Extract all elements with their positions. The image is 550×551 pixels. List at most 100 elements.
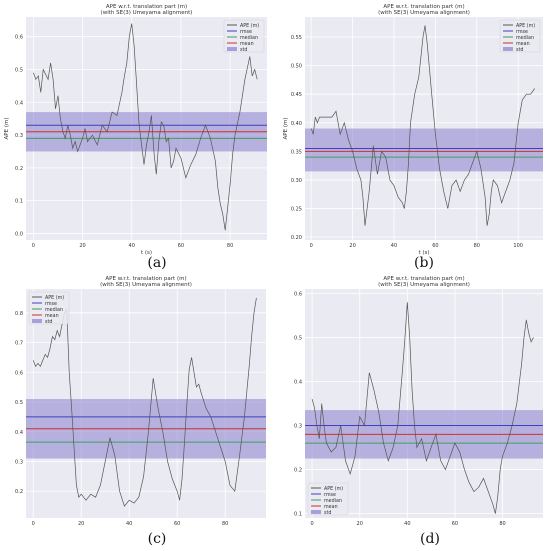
chart-a-legend-box	[223, 19, 265, 53]
chart-c-xtick-label-3: 60	[174, 521, 180, 527]
chart-a-xtick-label-4: 80	[227, 243, 233, 249]
caption-a: (a)	[147, 255, 167, 271]
chart-b-xtick-label-1: 20	[349, 243, 355, 249]
chart-a-xlabel: t (s)	[141, 250, 152, 255]
chart-a-xtick-label-1: 20	[79, 243, 85, 249]
chart-c-xtick-label-1: 20	[78, 521, 84, 527]
chart-c-ape-series-line	[32, 297, 257, 507]
chart-b-subtitle: (with SE(3) Umeyama alignment)	[378, 10, 470, 16]
chart-d-legend-label-3: mean	[324, 505, 338, 510]
chart-b-ytick-label-2: 0.30	[291, 178, 302, 184]
chart-a-title: APE w.r.t. translation part (m)	[106, 4, 187, 10]
chart-d-legend-swatch-4	[311, 510, 321, 514]
chart-a-legend-label-4: std	[240, 47, 247, 53]
chart-c-legend-box	[28, 291, 70, 325]
chart-b-ytick-label-4: 0.40	[291, 121, 302, 127]
chart-a-ylabel: APE (m)	[4, 118, 10, 140]
chart-c-title: APE w.r.t. translation part (m)	[105, 276, 186, 282]
chart-a-svg: 0.0 0.1 0.2 0.3 0.4 0.5 0.6 0 20 40 60 80 t (s) APE (…	[4, 4, 267, 255]
chart-b-xtick-label-4: 80	[474, 243, 480, 249]
chart-a-xtick-label-0: 0	[32, 243, 35, 249]
chart-a-ytick-label-4: 0.4	[15, 100, 23, 106]
chart-b-ytick-label-5: 0.45	[291, 92, 302, 98]
chart-c-ytick-label-0: 0.2	[15, 489, 23, 495]
chart-c-xtick-label-0: 0	[32, 521, 35, 527]
chart-a-xtick-label-3: 60	[178, 243, 184, 249]
chart-b-legend-box	[499, 19, 541, 53]
chart-d-ytick-label-1: 0.2	[294, 468, 302, 474]
chart-b-xtick-label-0: 0	[310, 243, 313, 249]
chart-d-legend-label-4: std	[324, 510, 331, 516]
chart-b-ylabel: APE (m)	[283, 118, 289, 140]
chart-c-ytick-label-1: 0.3	[15, 459, 23, 465]
chart-panel-b: 0.20 0.25 0.30 0.35 0.40 0.45 0.50 0.55 0 20 40 60 8…	[275, 0, 550, 255]
chart-c-legend-label-1: rmse	[45, 301, 57, 307]
chart-d-legend-label-1: rmse	[324, 492, 336, 498]
chart-d-ytick-label-0: 0.1	[294, 512, 302, 518]
caption-d: (d)	[420, 531, 440, 547]
chart-c-svg: 0.20.30.40.50.60.70.8020406080t (s)APE w…	[15, 276, 266, 527]
chart-d-ytick-label-4: 0.5	[294, 335, 302, 341]
chart-a-legend-label-2: median	[240, 35, 258, 41]
chart-b-std-band	[305, 128, 543, 172]
chart-c-legend-label-2: median	[45, 307, 63, 313]
chart-b-legend-label-2: median	[516, 35, 534, 41]
chart-d-legend-box	[307, 482, 349, 516]
chart-c-legend-swatch-4	[32, 319, 42, 323]
caption-b: (b)	[414, 255, 434, 271]
chart-b-title: APE w.r.t. translation part (m)	[383, 4, 464, 10]
chart-a-ytick-label-5: 0.5	[15, 67, 23, 73]
chart-d-xtick-label-2: 40	[404, 521, 410, 527]
chart-a-legend-label-0: APE (m)	[240, 23, 259, 29]
chart-a-legend-label-1: rmse	[240, 29, 252, 35]
chart-d-subtitle: (with SE(3) Umeyama alignment)	[378, 282, 470, 288]
chart-d-ape-series-line	[311, 302, 534, 514]
chart-d-xtick-label-3: 60	[452, 521, 458, 527]
chart-d-ytick-label-2: 0.3	[294, 424, 302, 430]
chart-c-ytick-label-3: 0.5	[15, 400, 23, 406]
chart-d-ytick-label-3: 0.4	[294, 379, 302, 385]
chart-b-legend-swatch-4	[503, 47, 513, 51]
chart-b-legend-label-3: mean	[516, 42, 530, 47]
chart-a-ytick-label-1: 0.1	[15, 199, 23, 205]
chart-d-plot-area	[305, 289, 543, 518]
chart-d-title: APE w.r.t. translation part (m)	[383, 276, 464, 282]
chart-d-legend-label-2: median	[324, 498, 342, 504]
chart-a-ytick-label-3: 0.3	[15, 133, 23, 139]
chart-b-ytick-label-3: 0.35	[291, 149, 302, 155]
chart-a-ytick-label-2: 0.2	[15, 166, 23, 172]
chart-a-ape-series-line	[33, 23, 258, 231]
chart-d-xtick-label-0: 0	[311, 521, 314, 527]
chart-c-xtick-label-4: 80	[222, 521, 228, 527]
chart-c-legend-label-0: APE (m)	[45, 295, 64, 301]
chart-b-ytick-label-1: 0.25	[291, 207, 302, 213]
caption-c: (c)	[147, 531, 167, 547]
chart-b-ytick-label-7: 0.55	[291, 35, 302, 41]
chart-d-xtick-label-1: 20	[357, 521, 363, 527]
chart-a-legend-label-3: mean	[240, 42, 254, 47]
chart-a-subtitle: (with SE(3) Umeyama alignment)	[101, 10, 193, 16]
chart-c-legend-label-3: mean	[45, 314, 59, 319]
chart-a-xtick-label-2: 40	[129, 243, 135, 249]
chart-b-xtick-label-2: 40	[391, 243, 397, 249]
chart-b-xtick-label-5: 100	[513, 243, 523, 249]
chart-b-svg: 0.20 0.25 0.30 0.35 0.40 0.45 0.50 0.55 0 20 40 60 8…	[283, 4, 543, 255]
chart-b-ape-series-line	[310, 25, 535, 226]
chart-panel-c: 0.20.30.40.50.60.70.8020406080t (s)APE w…	[0, 272, 275, 527]
chart-b-legend-label-1: rmse	[516, 29, 528, 35]
chart-panel-a: 0.0 0.1 0.2 0.3 0.4 0.5 0.6 0 20 40 60 80 t (s) APE (…	[0, 0, 275, 255]
chart-c-subtitle: (with SE(3) Umeyama alignment)	[100, 282, 192, 288]
chart-c-ytick-label-5: 0.7	[15, 341, 23, 347]
chart-d-xtick-label-4: 80	[499, 521, 505, 527]
chart-b-xtick-label-3: 60	[432, 243, 438, 249]
chart-c-ytick-label-4: 0.6	[15, 370, 23, 376]
chart-c-xtick-label-2: 40	[126, 521, 132, 527]
chart-a-ytick-label-6: 0.6	[15, 35, 23, 41]
chart-b-legend-label-4: std	[516, 47, 523, 53]
chart-b-xlabel: t (s)	[418, 250, 429, 255]
chart-a-ytick-label-0: 0.0	[15, 231, 23, 237]
chart-b-ytick-label-0: 0.20	[291, 235, 302, 241]
chart-d-ytick-label-5: 0.6	[294, 291, 302, 297]
